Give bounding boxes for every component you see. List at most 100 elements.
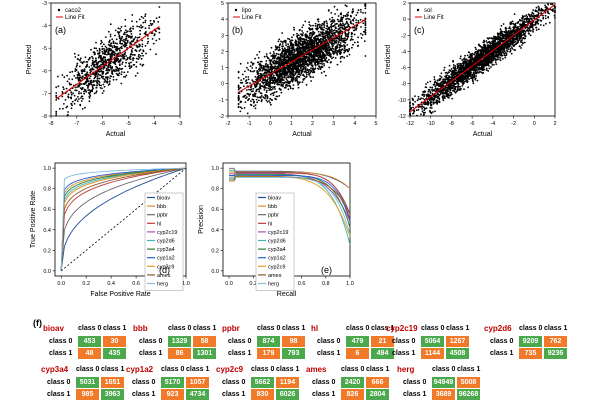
scatter-point (273, 51, 275, 53)
scatter-point (259, 51, 261, 53)
scatter-point (300, 43, 302, 45)
scatter-point (277, 56, 279, 58)
scatter-point (321, 57, 323, 59)
scatter-point (267, 57, 269, 59)
scatter-point (265, 72, 267, 74)
scatter-point (266, 53, 268, 55)
scatter-point (259, 73, 261, 75)
scatter-point (253, 102, 255, 104)
scatter-point (340, 16, 342, 18)
scatter-point (283, 77, 285, 79)
scatter-point (81, 100, 83, 102)
scatter-point (270, 87, 272, 89)
scatter-point (336, 47, 338, 49)
scatter-point (113, 45, 115, 47)
scatter-point (321, 61, 323, 63)
scatter-point (273, 87, 275, 89)
scatter-point (143, 51, 145, 53)
scatter-point (302, 74, 304, 76)
scatter-point (347, 12, 349, 14)
scatter-point (309, 53, 311, 55)
scatter-point (150, 49, 152, 51)
scatter-point (314, 68, 316, 70)
scatter-point (250, 87, 252, 89)
scatter-point (148, 25, 150, 27)
scatter-point (331, 17, 333, 19)
scatter-point (467, 55, 469, 57)
scatter-point (514, 13, 516, 15)
scatter-point (311, 65, 313, 67)
scatter-point (155, 53, 157, 55)
scatter-sol-ytick-label: -6 (401, 66, 406, 72)
scatter-point (335, 57, 337, 59)
scatter-point (365, 12, 367, 14)
scatter-point (87, 61, 89, 63)
scatter-point (121, 74, 123, 76)
scatter-point (243, 85, 245, 87)
scatter-point (119, 28, 121, 30)
scatter-point (130, 36, 132, 38)
scatter-point (296, 65, 298, 67)
scatter-caco2-panel-label: (a) (55, 25, 66, 35)
scatter-point (125, 59, 127, 61)
scatter-point (301, 73, 303, 75)
scatter-caco2-xtick-label: -7 (74, 121, 79, 127)
scatter-point (311, 28, 313, 30)
scatter-point (293, 34, 295, 36)
scatter-point (273, 81, 275, 83)
scatter-point (318, 68, 320, 70)
scatter-point (129, 56, 131, 58)
scatter-point (116, 53, 118, 55)
scatter-point (308, 21, 310, 23)
scatter-point (130, 54, 132, 56)
scatter-point (362, 12, 364, 14)
scatter-point (451, 68, 453, 70)
scatter-point (97, 64, 99, 66)
scatter-point (321, 24, 323, 26)
scatter-point (99, 48, 101, 50)
scatter-point (414, 101, 416, 103)
scatter-point (111, 45, 113, 47)
scatter-point (292, 88, 294, 90)
scatter-point (277, 80, 279, 82)
scatter-point (520, 47, 522, 49)
scatter-point (80, 92, 82, 94)
scatter-sol-ytick-label: -10 (398, 98, 406, 104)
scatter-point (252, 94, 254, 96)
scatter-point (343, 40, 345, 42)
scatter-point (107, 82, 109, 84)
scatter-point (71, 94, 73, 96)
scatter-point (351, 47, 353, 49)
scatter-point (289, 47, 291, 49)
scatter-point (240, 63, 242, 65)
scatter-point (257, 62, 259, 64)
scatter-point (116, 50, 118, 52)
scatter-point (436, 94, 438, 96)
scatter-point (99, 78, 101, 80)
scatter-point (107, 66, 109, 68)
scatter-point (324, 60, 326, 62)
scatter-point (317, 44, 319, 46)
scatter-point (139, 44, 141, 46)
scatter-point (277, 84, 279, 86)
scatter-point (319, 27, 321, 29)
scatter-point (82, 62, 84, 64)
scatter-point (71, 71, 73, 73)
scatter-point (147, 43, 149, 45)
scatter-point (119, 42, 121, 44)
scatter-point (78, 84, 80, 86)
scatter-point (296, 33, 298, 35)
scatter-point (135, 36, 137, 38)
scatter-point (305, 37, 307, 39)
scatter-sol-ytick-label: -12 (398, 114, 406, 120)
scatter-point (267, 96, 269, 98)
scatter-point (298, 67, 300, 69)
scatter-point (257, 96, 259, 98)
scatter-point (317, 57, 319, 59)
scatter-point (142, 22, 144, 24)
scatter-point (336, 54, 338, 56)
scatter-point (77, 96, 79, 98)
scatter-point (92, 57, 94, 59)
scatter-point (365, 34, 367, 36)
scatter-point (97, 50, 99, 52)
